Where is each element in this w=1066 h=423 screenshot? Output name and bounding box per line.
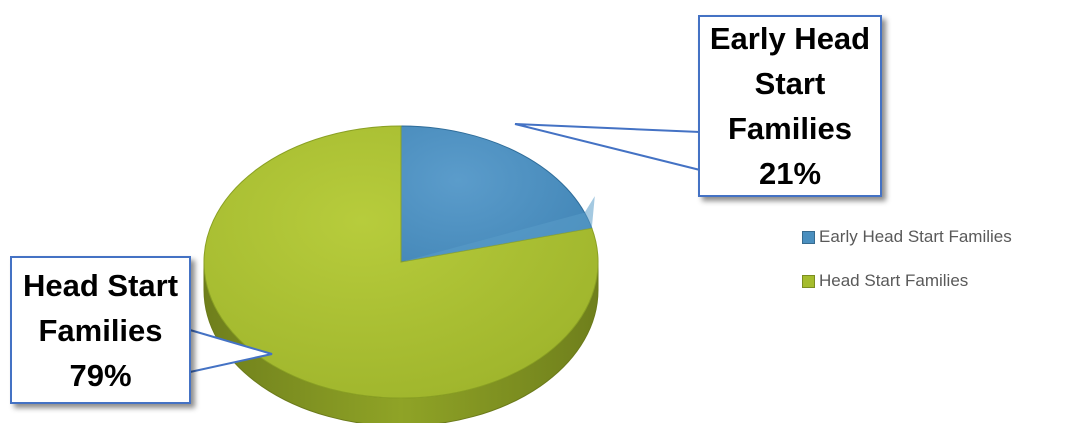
chart-legend: Early Head Start Families Head Start Fam… [802,226,1012,314]
data-label-line: Families [38,312,163,348]
data-label-line: Early Head [709,21,871,56]
leader-line-early-head-start [514,123,701,171]
pie-slice-head-start[interactable] [203,125,599,399]
legend-swatch-blue [802,230,815,244]
pie-slice-edge [401,196,595,262]
leader-line-head-start [189,329,273,373]
data-label-line: Start [754,66,826,101]
data-label-value: 21% [758,156,822,191]
data-label-value: 79% [69,357,132,393]
legend-item-head-start[interactable]: Head Start Families [802,270,1012,292]
data-label-head-start: Head Start Families 79% [10,256,191,404]
data-label-early-head-start: Early Head Start Families 21% [698,15,882,197]
legend-item-early-head-start[interactable]: Early Head Start Families [802,226,1012,248]
legend-swatch-green [802,274,815,288]
legend-label: Early Head Start Families [819,227,1012,246]
data-label-line: Head Start [22,267,179,303]
legend-label: Head Start Families [819,271,969,290]
data-label-line: Families [727,111,853,146]
